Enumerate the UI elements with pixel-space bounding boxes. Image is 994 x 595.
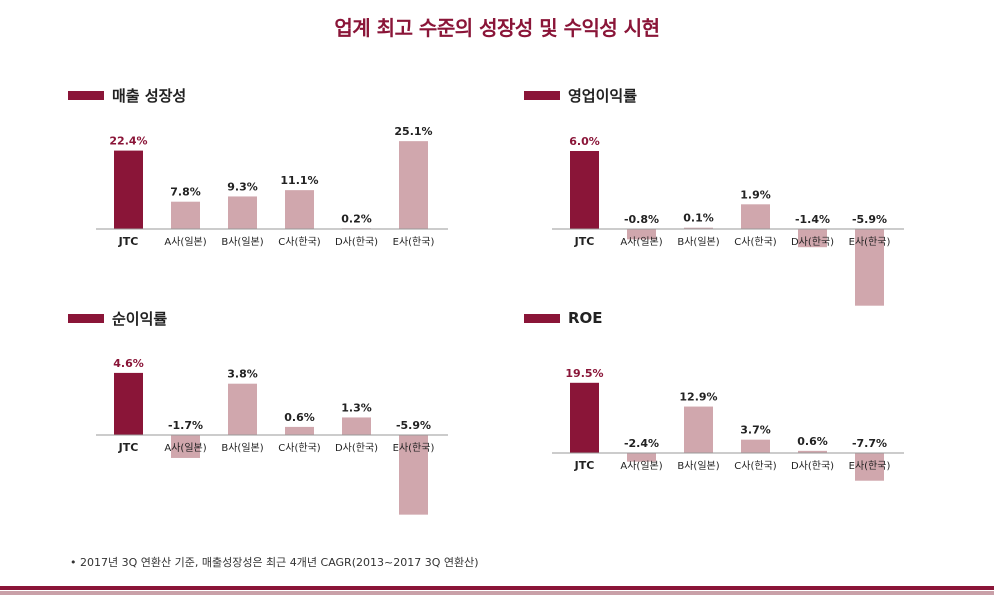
data-label: 0.6% <box>284 411 315 424</box>
bar <box>171 201 200 229</box>
data-label: 11.1% <box>280 174 318 187</box>
bar <box>627 453 656 462</box>
bar <box>798 229 827 248</box>
data-label: 1.3% <box>341 401 372 414</box>
bottom-rule <box>0 586 994 590</box>
panel-header: 매출 성장성 <box>68 85 186 105</box>
bar-chart-svg: 4.6% JTC -1.7% A사(일본) 3.8% B사(일본) 0.6% C사(한국) 1.… <box>96 357 448 515</box>
data-label: 0.2% <box>341 212 372 225</box>
category-label: D사(한국) <box>335 236 378 248</box>
category-label: B사(일본) <box>221 236 263 248</box>
data-label: 12.9% <box>679 391 717 404</box>
data-label: 3.7% <box>740 424 771 437</box>
bar <box>570 151 599 229</box>
panel-title-marker <box>68 313 104 323</box>
data-label: -0.8% <box>624 213 659 226</box>
category-label: E사(한국) <box>393 442 435 454</box>
category-label: JTC <box>574 235 595 248</box>
chart-panel-roe: ROE 19.5% JTC -2.4% A사(일본) 12.9% B사(일본) 3.7% C사… <box>524 308 924 538</box>
panel-header: 영업이익률 <box>524 85 637 105</box>
bar <box>570 382 599 453</box>
category-label: B사(일본) <box>677 460 719 472</box>
bar <box>114 372 143 435</box>
data-label: -5.9% <box>852 213 887 226</box>
data-label: 22.4% <box>109 135 147 148</box>
data-label: 1.9% <box>740 188 771 201</box>
bar-chart-svg: 22.4% JTC 7.8% A사(일본) 9.3% B사(일본) 11.1% C사(한국) 0… <box>96 125 448 248</box>
data-label: 3.8% <box>227 368 258 381</box>
bar <box>285 426 314 435</box>
bar <box>228 383 257 435</box>
category-label: A사(일본) <box>620 460 662 472</box>
data-label: 6.0% <box>569 135 600 148</box>
category-label: C사(한국) <box>278 442 320 454</box>
panel-title: 매출 성장성 <box>112 86 187 105</box>
panel-title: ROE <box>568 309 603 327</box>
category-label: B사(일본) <box>677 236 719 248</box>
bar <box>171 435 200 458</box>
category-label: D사(한국) <box>335 442 378 454</box>
panel-title-marker <box>68 90 104 100</box>
bar <box>399 435 428 515</box>
bar <box>627 229 656 240</box>
bar <box>399 141 428 229</box>
panel-title: 영업이익률 <box>568 86 638 105</box>
bar <box>684 406 713 453</box>
panel-title-marker <box>524 90 560 100</box>
category-label: E사(한국) <box>849 460 891 472</box>
bar <box>741 439 770 453</box>
category-label: A사(일본) <box>620 236 662 248</box>
data-label: -7.7% <box>852 437 887 450</box>
category-label: C사(한국) <box>278 236 320 248</box>
category-label: C사(한국) <box>734 460 776 472</box>
data-label: -2.4% <box>624 437 659 450</box>
data-label: 9.3% <box>227 180 258 193</box>
category-label: JTC <box>118 235 139 248</box>
category-label: A사(일본) <box>164 442 206 454</box>
bar <box>342 417 371 435</box>
bar <box>684 227 713 229</box>
bar <box>114 150 143 229</box>
category-label: D사(한국) <box>791 236 834 248</box>
category-label: C사(한국) <box>734 236 776 248</box>
category-label: E사(한국) <box>849 236 891 248</box>
category-label: JTC <box>574 459 595 472</box>
chart-panel-net-margin: 순이익률 4.6% JTC -1.7% A사(일본) 3.8% B사(일본) 0.6% C사(… <box>68 308 468 538</box>
panel-title-marker <box>524 313 560 323</box>
data-label: 19.5% <box>565 367 603 380</box>
bar-chart-svg: 19.5% JTC -2.4% A사(일본) 12.9% B사(일본) 3.7% C사(한국)… <box>552 367 904 481</box>
category-label: D사(한국) <box>791 460 834 472</box>
category-label: E사(한국) <box>393 236 435 248</box>
bar <box>855 229 884 306</box>
bar-chart-svg: 6.0% JTC -0.8% A사(일본) 0.1% B사(일본) 1.9% C사(한국) -1… <box>552 135 904 306</box>
panel-header: 순이익률 <box>68 308 167 328</box>
data-label: 25.1% <box>394 125 432 138</box>
bottom-rule-secondary <box>0 591 994 595</box>
bar <box>285 190 314 229</box>
footnote: • 2017년 3Q 연환산 기준, 매출성장성은 최근 4개년 CAGR(20… <box>70 556 479 569</box>
bar <box>855 453 884 481</box>
panel-header: ROE <box>524 308 603 328</box>
chart-panel-sales-growth: 매출 성장성 22.4% JTC 7.8% A사(일본) 9.3% B사(일본) 11.1%… <box>68 85 468 315</box>
data-label: -1.4% <box>795 213 830 226</box>
category-label: A사(일본) <box>164 236 206 248</box>
data-label: 0.1% <box>683 212 714 225</box>
data-label: -1.7% <box>168 419 203 432</box>
data-label: 4.6% <box>113 357 144 370</box>
data-label: 7.8% <box>170 186 201 199</box>
category-label: JTC <box>118 441 139 454</box>
data-label: -5.9% <box>396 419 431 432</box>
bar <box>228 196 257 229</box>
bar <box>798 450 827 453</box>
chart-panel-operating-margin: 영업이익률 6.0% JTC -0.8% A사(일본) 0.1% B사(일본) 1.9% C사… <box>524 85 924 315</box>
data-label: 0.6% <box>797 435 828 448</box>
bar <box>741 204 770 229</box>
panel-title: 순이익률 <box>112 309 168 328</box>
page-title: 업계 최고 수준의 성장성 및 수익성 시현 <box>334 16 660 40</box>
category-label: B사(일본) <box>221 442 263 454</box>
